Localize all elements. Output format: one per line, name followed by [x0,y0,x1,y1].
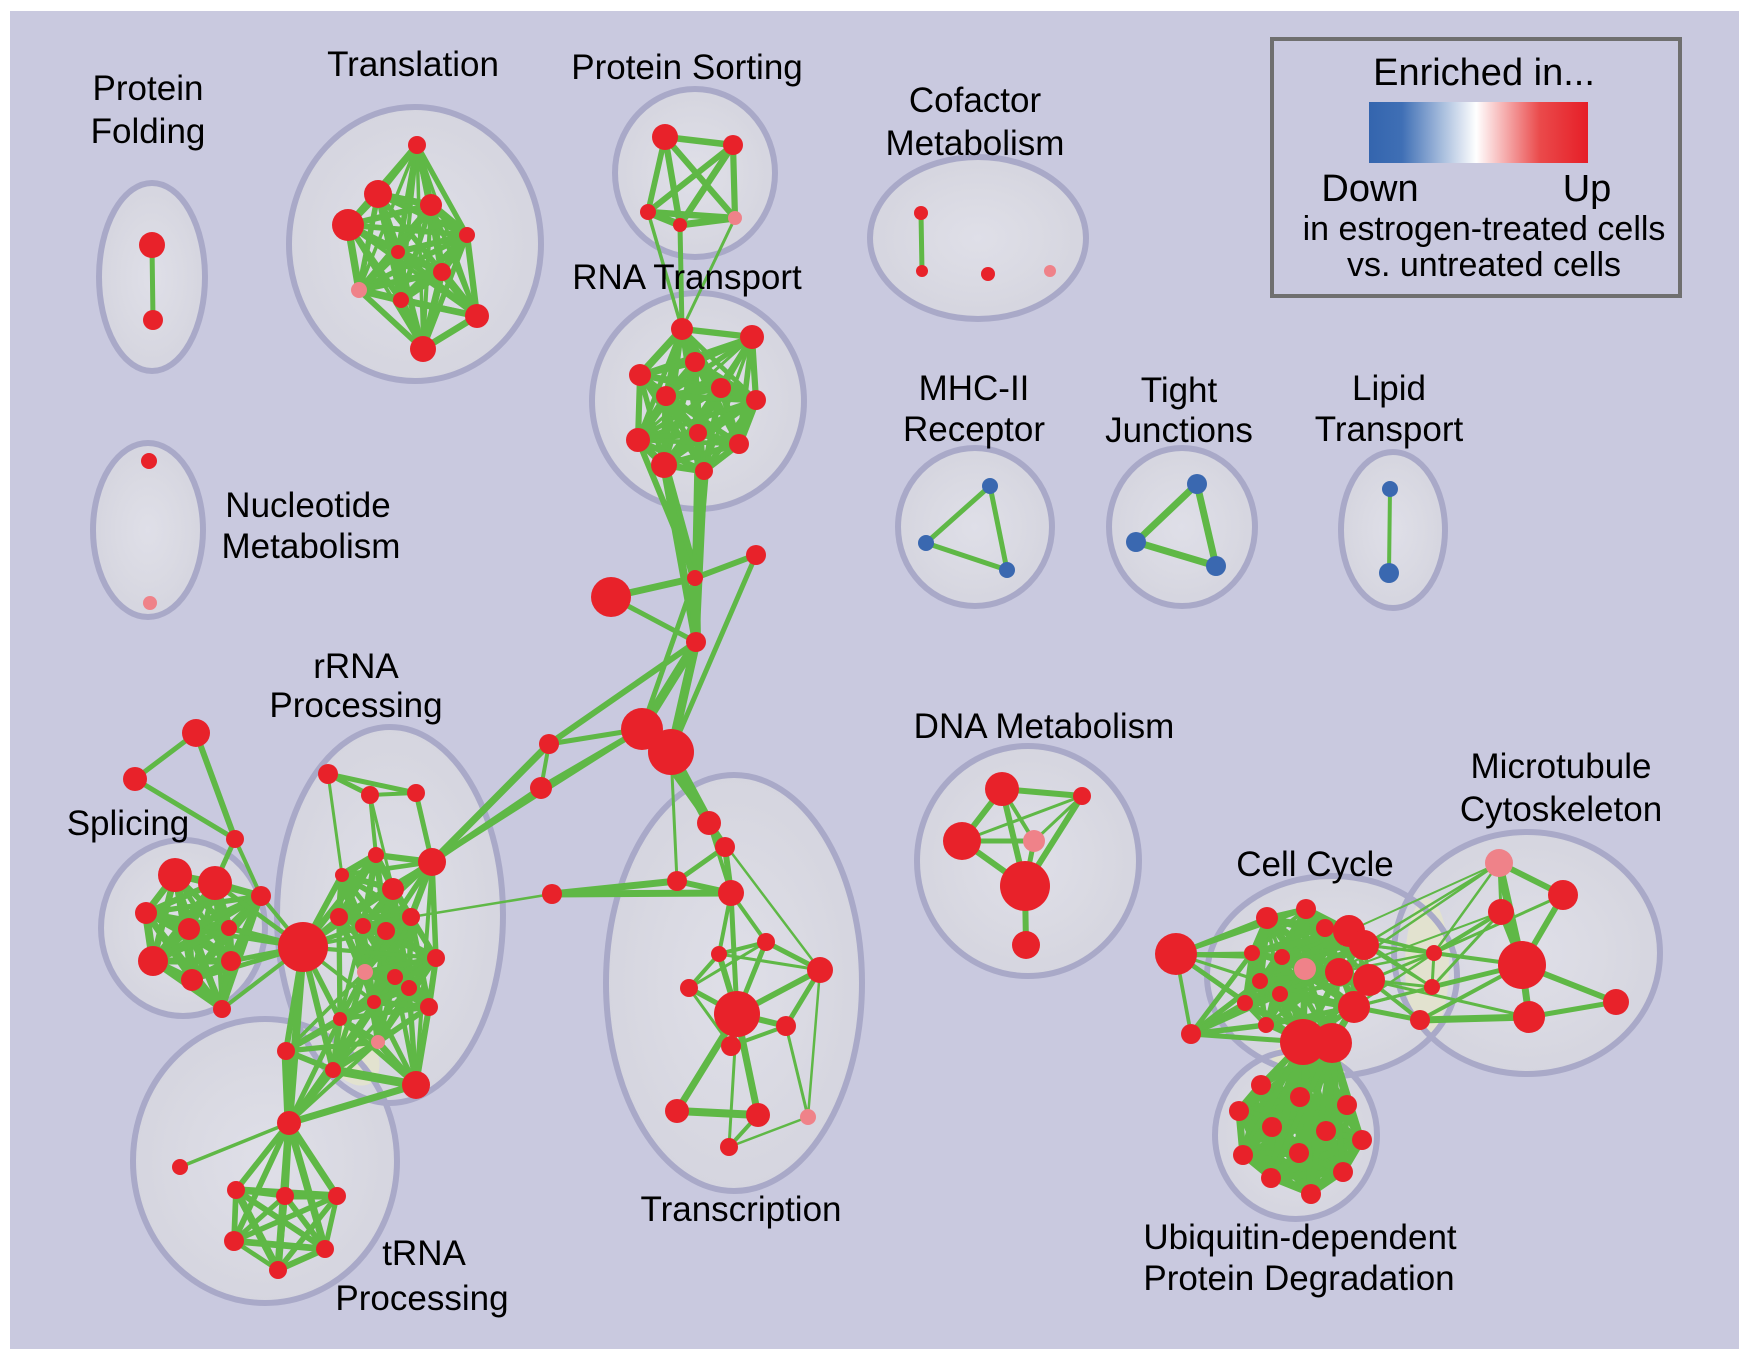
svg-text:Transport: Transport [1315,410,1464,449]
svg-text:Protein Degradation: Protein Degradation [1143,1259,1454,1298]
svg-text:Microtubule: Microtubule [1471,747,1652,786]
svg-text:Tight: Tight [1141,371,1218,410]
svg-text:DNA Metabolism: DNA Metabolism [914,707,1175,746]
svg-text:Cofactor: Cofactor [909,81,1042,120]
svg-text:Metabolism: Metabolism [886,124,1065,163]
svg-text:RNA Transport: RNA Transport [572,258,802,297]
svg-text:rRNA: rRNA [313,647,399,686]
svg-text:Nucleotide: Nucleotide [225,486,390,525]
svg-text:Junctions: Junctions [1105,411,1253,450]
svg-text:Lipid: Lipid [1352,369,1426,408]
svg-text:Receptor: Receptor [903,410,1045,449]
svg-text:Cytoskeleton: Cytoskeleton [1460,790,1662,829]
svg-text:MHC-II: MHC-II [919,369,1030,408]
svg-text:in estrogen-treated cells: in estrogen-treated cells [1303,210,1666,248]
svg-text:Ubiquitin-dependent: Ubiquitin-dependent [1143,1218,1457,1257]
svg-text:Processing: Processing [269,686,442,725]
svg-text:Enriched in...: Enriched in... [1373,52,1595,94]
svg-text:Processing: Processing [335,1279,508,1318]
svg-text:vs. untreated cells: vs. untreated cells [1347,246,1621,284]
svg-text:Folding: Folding [91,112,206,151]
svg-text:Protein Sorting: Protein Sorting [571,48,803,87]
svg-text:Protein: Protein [93,69,204,108]
svg-text:Up: Up [1563,168,1612,210]
svg-text:tRNA: tRNA [382,1234,466,1273]
svg-text:Metabolism: Metabolism [222,527,401,566]
svg-text:Cell Cycle: Cell Cycle [1236,845,1394,884]
svg-text:Translation: Translation [327,45,499,84]
svg-text:Transcription: Transcription [641,1190,842,1229]
svg-text:Down: Down [1321,168,1418,210]
svg-text:Splicing: Splicing [67,804,190,843]
